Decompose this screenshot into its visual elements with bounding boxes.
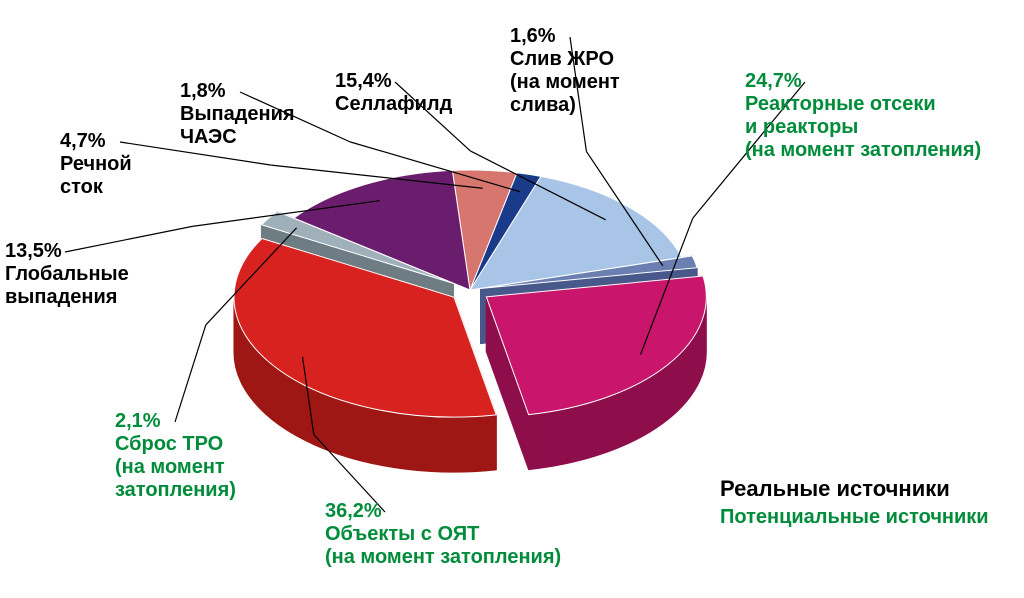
pie-chart-3d: 24,7% Реакторные отсеки и реакторы (на м… bbox=[0, 0, 1024, 598]
legend-real: Реальные источники bbox=[720, 475, 989, 504]
label-global: 13,5% Глобальные выпадения bbox=[5, 240, 129, 309]
label-river: 4,7% Речной сток bbox=[60, 130, 132, 199]
label-tro: 2,1% Сброс ТРО (на момент затопления) bbox=[115, 410, 236, 502]
label-chaes: 1,8% Выпадения ЧАЭС bbox=[180, 80, 295, 149]
label-reactors: 24,7% Реакторные отсеки и реакторы (на м… bbox=[745, 70, 981, 162]
label-zhro: 1,6% Слив ЖРО (на момент слива) bbox=[510, 25, 620, 117]
legend: Реальные источники Потенциальные источни… bbox=[720, 475, 989, 530]
label-sellafield: 15,4% Селлафилд bbox=[335, 70, 452, 116]
legend-potential: Потенциальные источники bbox=[720, 504, 989, 530]
label-oyat: 36,2% Объекты с ОЯТ (на момент затоплени… bbox=[325, 500, 561, 569]
